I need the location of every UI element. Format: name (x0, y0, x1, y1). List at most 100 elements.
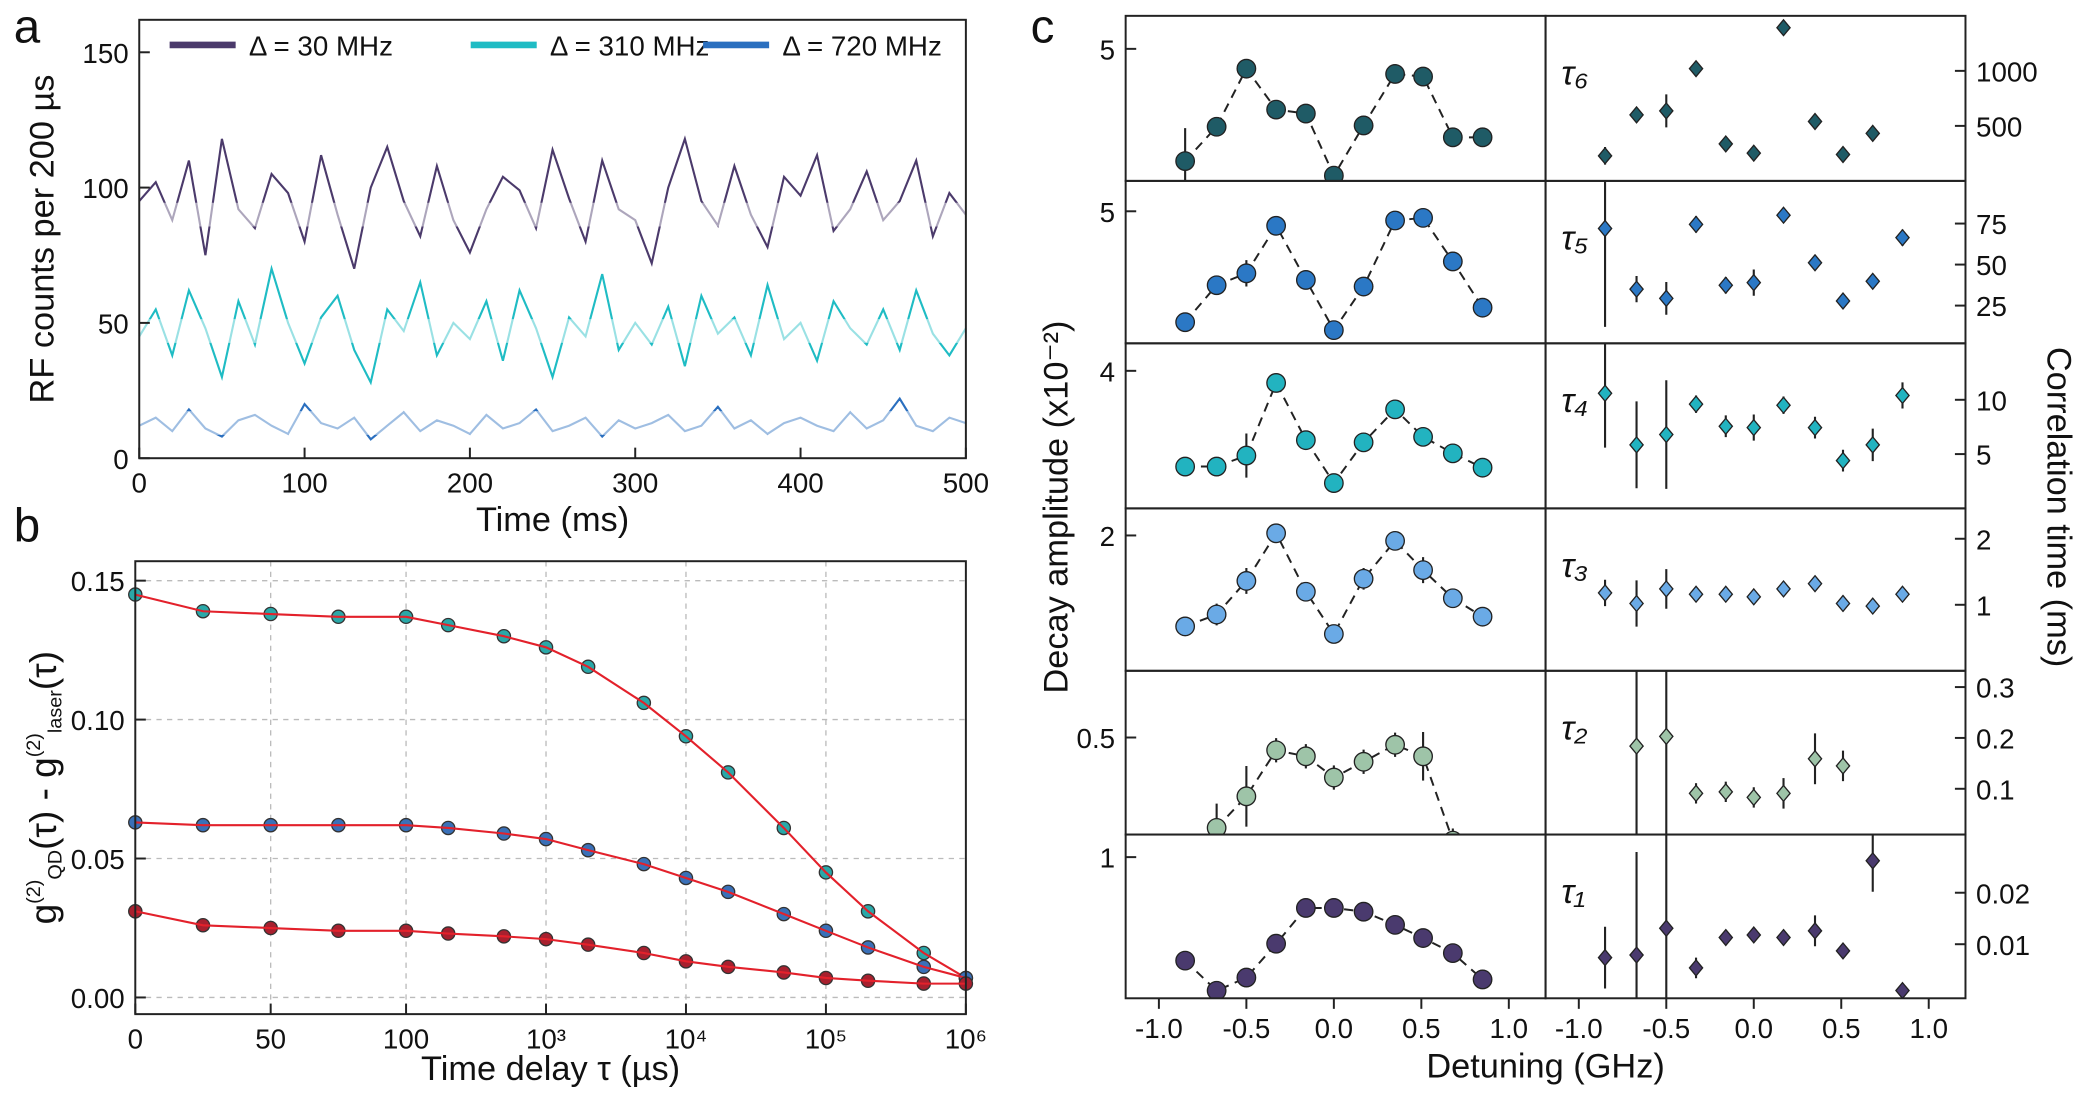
data-point (1413, 207, 1433, 228)
x-tick-label: 0 (128, 1023, 143, 1054)
y-tick-label: 0.00 (71, 983, 125, 1014)
row-plot (1175, 898, 1493, 999)
data-point (1442, 443, 1463, 464)
data-point (1865, 597, 1881, 616)
dashed-line (1185, 380, 1484, 485)
data-point (1295, 898, 1316, 918)
row-plot (1597, 18, 1881, 165)
y-tick-label: 1 (1100, 843, 1115, 874)
data-point (1746, 925, 1762, 944)
x-tick-label: 500 (943, 468, 989, 499)
y-tick-label: 0.5 (1077, 723, 1116, 754)
y2-tick-label: 0.2 (1976, 723, 2015, 754)
plot-frame (138, 18, 967, 460)
legend-label: Δ = 720 MHz (782, 30, 942, 61)
x-tick-label: -0.5 (1222, 1013, 1270, 1044)
data-point (1865, 272, 1881, 291)
data-point (1807, 749, 1823, 768)
data-point (1746, 788, 1762, 807)
data-point (1413, 560, 1433, 581)
legend-label: Δ = 30 MHz (249, 30, 393, 61)
data-point (1385, 64, 1405, 84)
data-point (1175, 456, 1196, 477)
data-point (1629, 105, 1645, 124)
data-point (1688, 395, 1704, 414)
data-point (1688, 59, 1704, 78)
data-point (1236, 786, 1257, 807)
dashed-line (1184, 906, 1484, 992)
row-plot (1175, 207, 1493, 341)
data-point (1442, 588, 1463, 609)
y2-tick-label: 5 (1976, 440, 1991, 471)
data-point (1323, 320, 1344, 341)
y2-tick-label: 1000 (1976, 56, 2038, 87)
data-point (1807, 112, 1823, 131)
data-point (1865, 435, 1881, 454)
y2-tick-label: 0.3 (1976, 673, 2015, 704)
y2-tick-label: 50 (1976, 250, 2007, 281)
data-point (1776, 396, 1791, 415)
tau-label: τ₁ (1561, 873, 1585, 911)
data-point (1658, 919, 1674, 938)
data-point (1629, 946, 1645, 964)
data-point (1776, 784, 1791, 803)
data-point (1658, 579, 1674, 598)
data-point (1597, 384, 1613, 403)
y-axis-title-part: g (23, 904, 64, 925)
data-point (1206, 116, 1227, 137)
data-point (1807, 921, 1823, 940)
data-point (1385, 530, 1405, 551)
tau-label: τ₄ (1561, 382, 1588, 420)
data-point (1413, 66, 1433, 87)
y2-tick-label: 10 (1976, 385, 2007, 416)
x-tick-label: 1.0 (1490, 1013, 1529, 1044)
y-axis-title: g(2)QD(τ) - g(2)laser(τ) (23, 651, 66, 924)
data-point (1323, 165, 1344, 181)
data-point (1776, 928, 1791, 947)
data-point (1895, 585, 1910, 604)
data-point (1658, 425, 1674, 444)
data-point (1895, 386, 1910, 405)
data-point (1807, 574, 1823, 593)
x-tick-label: -1.0 (1135, 1013, 1183, 1044)
data-point (1295, 581, 1316, 602)
y2-tick-label: 0.1 (1976, 774, 2015, 805)
data-point (1385, 210, 1405, 231)
data-point (1629, 435, 1645, 454)
data-point (1718, 585, 1734, 604)
data-point (1472, 606, 1493, 627)
data-point (1629, 280, 1645, 299)
data-point (1236, 263, 1257, 284)
data-point (1807, 253, 1823, 272)
y-tick-label: 4 (1100, 356, 1115, 387)
dashed-line (1184, 531, 1484, 636)
data-point (1206, 817, 1227, 835)
y2-tick-label: 2 (1976, 524, 1991, 555)
y-axis-title-part: (τ) - g (23, 757, 64, 850)
data-point (1895, 228, 1910, 247)
data-point (1718, 928, 1734, 947)
data-point (1835, 451, 1851, 470)
x-axis-title: Time (ms) (476, 501, 629, 539)
data-point (1236, 967, 1257, 988)
y-tick-label: 150 (82, 38, 128, 69)
data-point (1746, 418, 1762, 437)
data-point (1206, 275, 1227, 296)
data-point (1835, 594, 1851, 613)
data-point (1353, 568, 1374, 589)
row-plot (1175, 373, 1493, 493)
data-point (1442, 943, 1463, 964)
data-point (1718, 276, 1734, 295)
data-point (1266, 99, 1287, 120)
x-tick-label: 0 (132, 468, 147, 499)
data-point (1865, 851, 1881, 870)
tau-label: τ₅ (1561, 220, 1588, 258)
data-point (1323, 898, 1344, 918)
panel-label: c (1031, 0, 1055, 53)
dashed-line (1184, 216, 1484, 333)
data-point (1718, 134, 1734, 153)
data-point (1413, 928, 1433, 948)
y-tick-label: 50 (98, 308, 129, 339)
y2-axis-title: Correlation time (ms) (2039, 347, 2077, 667)
data-point (1413, 746, 1433, 767)
